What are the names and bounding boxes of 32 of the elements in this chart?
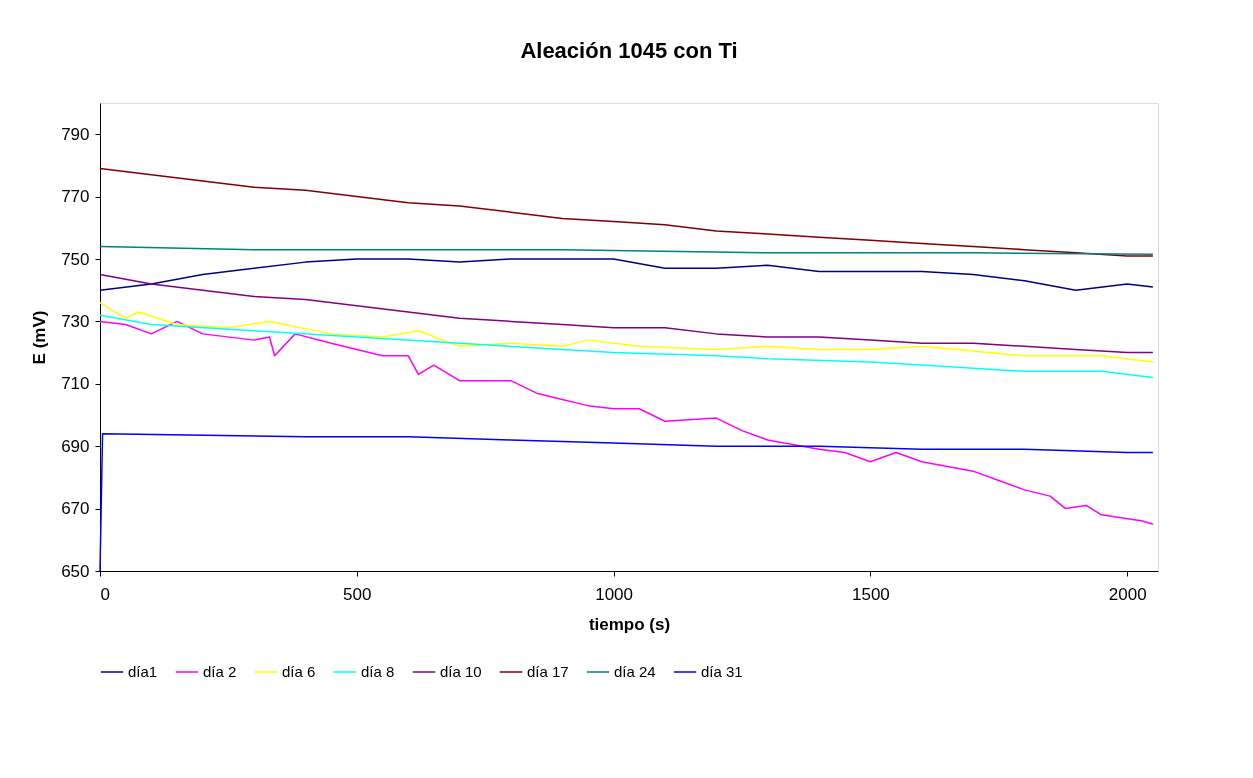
legend-label: día1	[128, 663, 158, 680]
legend-label: día 8	[361, 663, 395, 680]
x-tick-label: 1500	[851, 584, 890, 604]
y-tick-label: 710	[61, 374, 90, 394]
x-tick-label: 0	[100, 584, 110, 604]
line-series	[99, 314, 1154, 379]
x-axis-title: tiempo (s)	[588, 614, 671, 634]
line-series	[99, 258, 1154, 291]
legend-label: día 10	[440, 663, 482, 680]
y-tick-label: 650	[61, 561, 90, 581]
legend-label: día 6	[282, 663, 316, 680]
line-series	[99, 273, 1154, 354]
x-tick-label: 1000	[595, 584, 634, 604]
y-tick-label: 790	[61, 124, 90, 144]
x-tick-label: 500	[343, 584, 372, 604]
y-tick-label: 750	[61, 249, 90, 269]
y-tick-label: 730	[61, 311, 90, 331]
line-series	[99, 432, 1154, 572]
line-series	[99, 245, 1154, 256]
y-tick-label: 690	[61, 436, 90, 456]
legend-label: día 24	[614, 663, 656, 680]
y-axis-title: E (mV)	[30, 310, 50, 365]
legend-label: día 2	[203, 663, 237, 680]
y-tick-label: 670	[61, 499, 90, 519]
legend-label: día 17	[527, 663, 569, 680]
chart-title: Aleación 1045 con Ti	[520, 38, 738, 63]
line-series	[99, 320, 1154, 525]
line-series	[99, 301, 1154, 363]
y-tick-label: 770	[61, 187, 90, 207]
line-series	[99, 167, 1154, 257]
x-tick-label: 2000	[1108, 584, 1147, 604]
legend-label: día 31	[701, 663, 743, 680]
